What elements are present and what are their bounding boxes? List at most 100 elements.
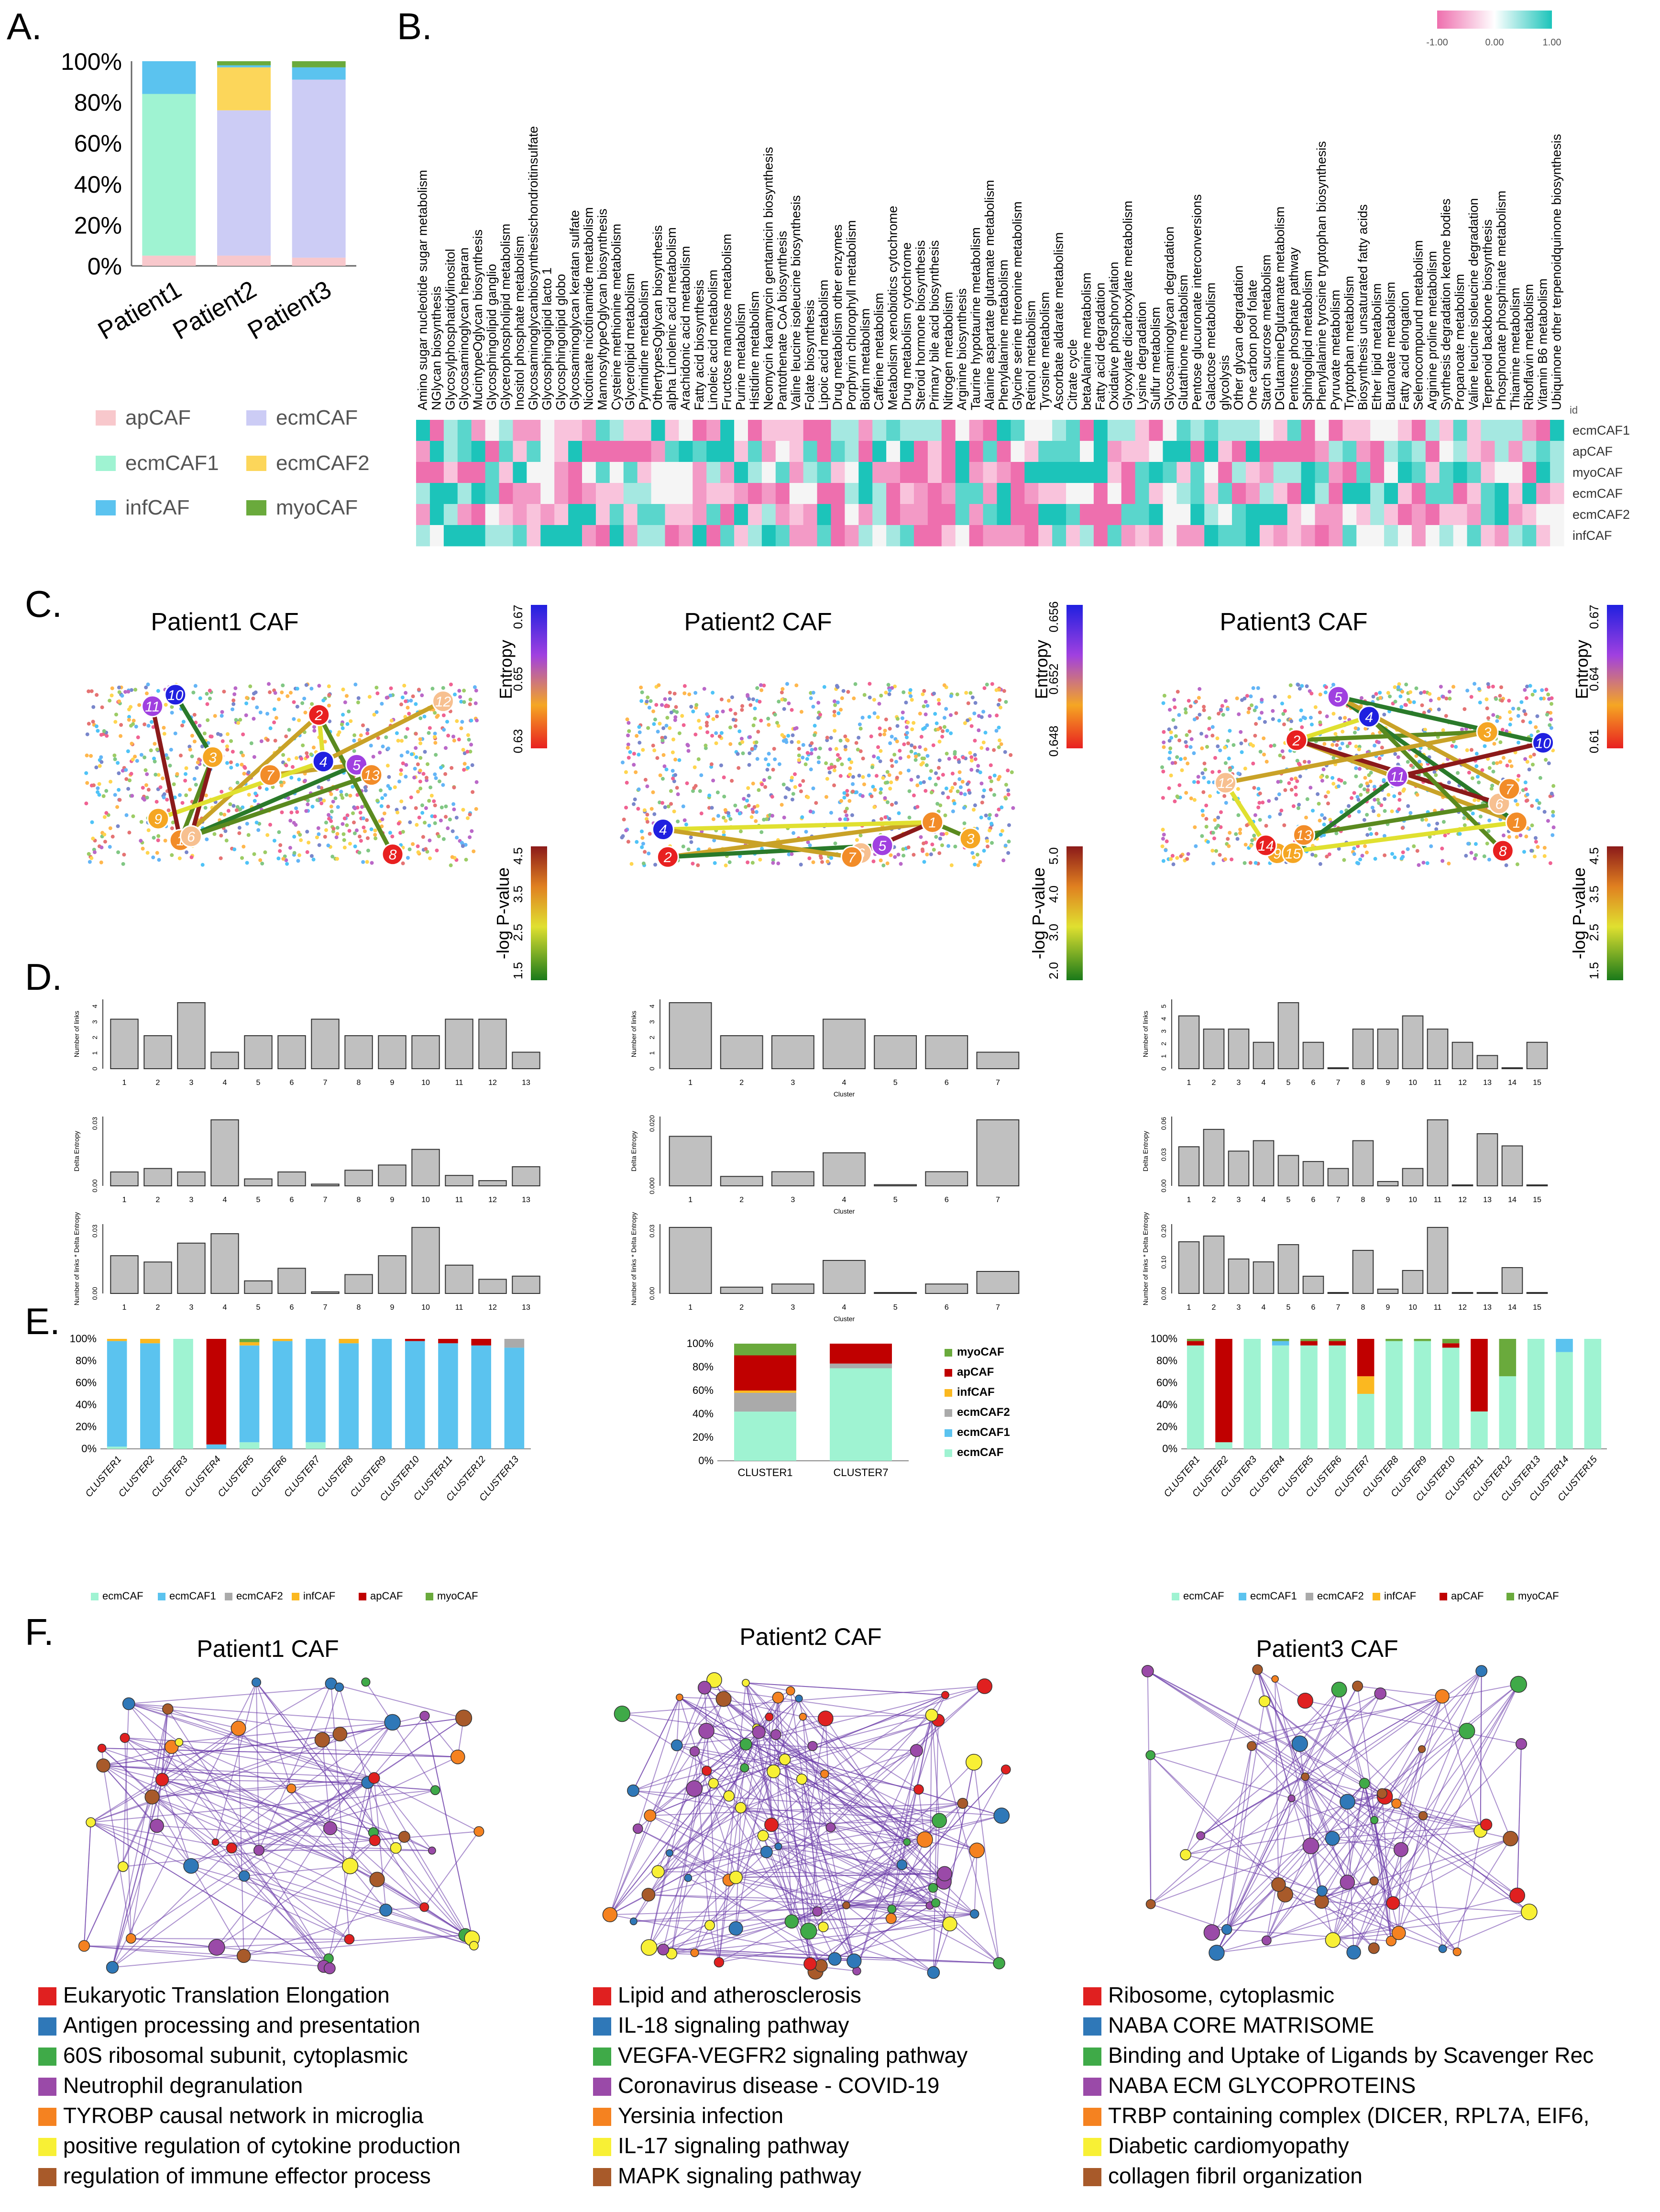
f-edge [321, 1740, 331, 1829]
d-xtick: 4 [842, 1079, 846, 1087]
b-heat-cell [1481, 462, 1495, 483]
f-node [1385, 1936, 1397, 1947]
c-scatter-point [281, 753, 286, 757]
c-scatter-point [1287, 781, 1291, 785]
b-heat-cell [913, 420, 928, 441]
c-scatter-point [372, 712, 376, 717]
c-scatter-point [1327, 852, 1331, 856]
f-legend-label: VEGFA-VEGFR2 signaling pathway [618, 2043, 967, 2068]
c-cluster-node [1476, 721, 1499, 744]
c-scatter-point [1179, 854, 1183, 858]
c-scatter-point [1499, 685, 1504, 690]
f-edge [762, 1835, 822, 1966]
c-scatter-point [1473, 798, 1477, 802]
c-scatter-point [1465, 748, 1469, 752]
c-scatter-point [878, 733, 882, 737]
c-scatter-point [1377, 756, 1382, 761]
c-scatter-point [922, 689, 926, 693]
c-scatter-point [955, 692, 959, 697]
c-scatter-point [468, 835, 472, 839]
c-scatter-point [810, 741, 814, 745]
c-scatter-point [1447, 780, 1451, 785]
c-scatter-point [1246, 710, 1251, 714]
d-bar [311, 1018, 340, 1069]
c-scatter-point [869, 794, 874, 799]
c-scatter-point [1295, 779, 1299, 783]
c-scatter-point [984, 813, 988, 818]
b-heat-cell [595, 462, 610, 483]
b-heat-cell [499, 441, 513, 462]
c-scatter-point [330, 810, 334, 814]
c-scatter-point [352, 738, 356, 743]
c-scatter-point [172, 782, 176, 787]
c-scatter-point [1485, 842, 1489, 846]
c-scatter-point [1396, 685, 1400, 690]
c-cluster-label: 11 [1390, 769, 1405, 785]
c-scatter-point [925, 723, 929, 727]
c-cluster-node [360, 764, 383, 787]
c-scatter-point [1173, 761, 1177, 765]
f-node [640, 1939, 658, 1956]
f-node [1247, 1741, 1257, 1751]
c-scatter-point [879, 693, 883, 698]
c-scatter-point [842, 796, 846, 800]
d-xtick: 3 [189, 1196, 194, 1204]
c-scatter-point [957, 777, 962, 781]
f-node [341, 1858, 359, 1874]
c-scatter-point [1298, 718, 1303, 723]
b-heat-cell [900, 525, 914, 547]
c-scatter-point [660, 801, 665, 805]
b-heat-cell [997, 420, 1011, 441]
f-node [1503, 1830, 1518, 1847]
e-legend-label: ecmCAF [1183, 1590, 1224, 1602]
d-xtick: 1 [122, 1079, 127, 1087]
c-scatter-point [317, 843, 321, 847]
c-scatter-point [1466, 842, 1471, 846]
c-scatter-point [766, 763, 770, 767]
c-scatter-point [310, 804, 315, 809]
f-edge [735, 1698, 800, 1878]
c-scatter-point [461, 844, 465, 848]
f-edge [157, 1825, 375, 1841]
b-heat-cell [1093, 525, 1108, 547]
b-column-label: Sphingolipid metabolism [1300, 270, 1315, 410]
c-scatter-point [433, 741, 438, 745]
d-ylabel: Number of links [630, 1011, 638, 1057]
c-scatter-point [91, 705, 96, 709]
c-scatter-point [327, 813, 331, 817]
b-heat-cell [1550, 462, 1564, 483]
c-scatter-point [696, 847, 701, 852]
d-xtick: 12 [488, 1079, 497, 1087]
c-scatter-point [402, 683, 407, 688]
c-scatter-point [652, 748, 657, 753]
f-edge [633, 1697, 680, 1791]
c-scatter-point [1418, 759, 1422, 764]
c-scatter-point [450, 855, 454, 859]
b-heat-cell [471, 420, 486, 441]
d-bar [1327, 1168, 1349, 1187]
e-legend-swatch [426, 1593, 433, 1600]
c-scatter-point [1478, 814, 1483, 819]
b-heat-cell [1356, 525, 1371, 547]
b-heat-cell [1329, 420, 1343, 441]
f-legend-swatch [38, 2078, 56, 2096]
c-scatter-point [966, 718, 970, 723]
c-scatter-point [1192, 751, 1196, 756]
f-node [969, 1909, 979, 1919]
c-scatter-point [1224, 800, 1228, 805]
c-scatter-point [1525, 684, 1529, 689]
c-scatter-point [441, 783, 445, 787]
c-scatter-point [1347, 804, 1351, 808]
c-scatter-point [474, 780, 479, 784]
c-scatter-point [406, 855, 410, 860]
panel-label-f: F. [25, 1611, 54, 1653]
c-scatter-point [430, 814, 434, 818]
c-scatter-point [99, 760, 104, 764]
f-edge [1305, 1776, 1348, 1802]
c-scatter-point [209, 734, 214, 739]
d-xtick: 5 [1286, 1196, 1291, 1204]
f-edge [112, 1934, 465, 1968]
c-scatter-point [906, 741, 911, 745]
f-node [795, 1694, 803, 1703]
c-scatter-point [771, 767, 775, 772]
